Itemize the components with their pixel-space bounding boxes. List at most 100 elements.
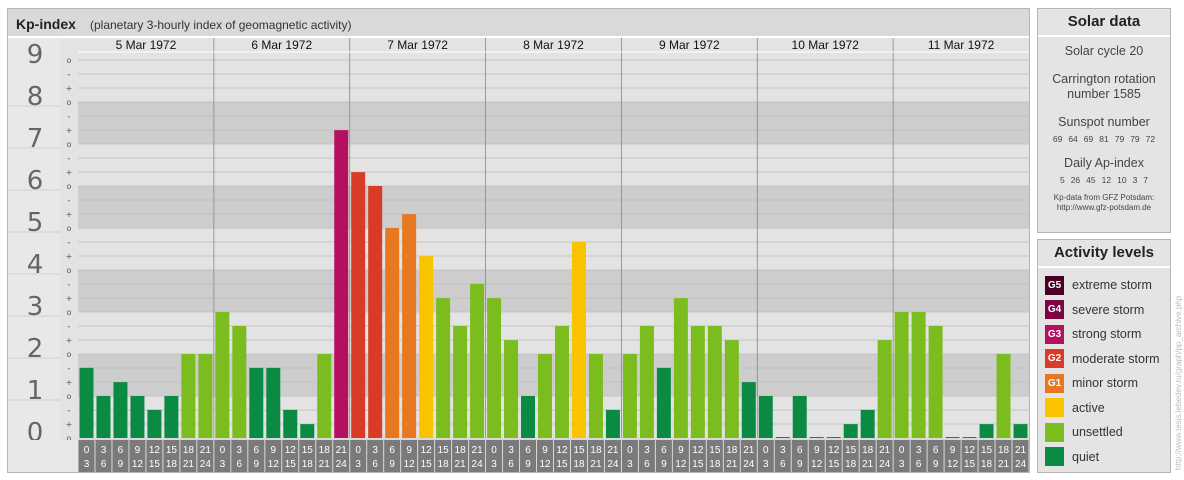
interval-cell xyxy=(146,440,163,472)
interval-cell xyxy=(180,440,197,472)
interval-end-label: 6 xyxy=(372,459,378,470)
interval-cell xyxy=(859,440,876,472)
kp-bar xyxy=(588,354,603,438)
chart-subtitle: (planetary 3-hourly index of geomagnetic… xyxy=(90,18,351,32)
interval-cell xyxy=(927,440,944,472)
interval-end-label: 18 xyxy=(845,459,857,470)
interval-start-label: 9 xyxy=(135,445,141,456)
interval-end-label: 3 xyxy=(899,459,905,470)
y-minor-glyph: o xyxy=(67,266,72,275)
interval-end-label: 12 xyxy=(132,459,144,470)
y-minor-glyph: - xyxy=(68,112,71,121)
interval-cell xyxy=(520,440,537,472)
interval-end-label: 12 xyxy=(539,459,551,470)
sunspot-value: 79 xyxy=(1114,134,1125,144)
interval-cell xyxy=(163,440,180,472)
kp-bar xyxy=(945,437,960,438)
kp-bar xyxy=(639,325,654,438)
legend-item: G2 moderate storm xyxy=(1045,349,1160,369)
sunspot-value: 81 xyxy=(1099,134,1109,144)
kp-bar xyxy=(656,367,671,438)
y-minor-glyph: - xyxy=(68,280,71,289)
y-minor-glyph: + xyxy=(66,336,73,345)
interval-end-label: 21 xyxy=(862,459,874,470)
kp-bar xyxy=(690,325,705,438)
interval-cell xyxy=(570,440,587,472)
interval-end-label: 6 xyxy=(508,459,514,470)
interval-cell xyxy=(316,440,333,472)
y-minor-glyph: o xyxy=(67,182,72,191)
legend-label: extreme storm xyxy=(1072,278,1152,292)
interval-cell xyxy=(231,440,248,472)
interval-cell xyxy=(876,440,893,472)
kp-bar xyxy=(351,172,366,438)
y-minor-glyph: - xyxy=(68,70,71,79)
interval-cell xyxy=(944,440,961,472)
interval-end-label: 15 xyxy=(149,459,161,470)
sunspot-value: 69 xyxy=(1052,134,1063,144)
interval-end-label: 9 xyxy=(254,459,260,470)
interval-end-label: 15 xyxy=(285,459,297,470)
interval-cell xyxy=(282,440,299,472)
kp-bar xyxy=(860,409,875,438)
interval-start-label: 6 xyxy=(661,445,667,456)
y-tick-label: 7 xyxy=(27,124,44,154)
ap-value: 26 xyxy=(1070,175,1081,185)
kp-bar xyxy=(317,354,332,438)
kp-bar xyxy=(996,354,1011,438)
y-minor-glyph: - xyxy=(68,70,71,79)
y-minor-glyph: - xyxy=(68,196,71,205)
interval-cell xyxy=(842,440,859,472)
interval-cell xyxy=(638,440,655,472)
interval-start-label: 9 xyxy=(406,445,412,456)
ap-value: 10 xyxy=(1117,175,1127,185)
interval-start-label: 21 xyxy=(879,445,891,456)
y-minor-glyph: o xyxy=(67,350,72,359)
legend-swatch: G1 xyxy=(1045,373,1064,393)
interval-start-label: 6 xyxy=(389,445,395,456)
interval-start-label: 21 xyxy=(472,445,484,456)
interval-cell xyxy=(129,440,146,472)
kp-bar xyxy=(809,437,824,438)
interval-start-label: 15 xyxy=(166,445,178,456)
interval-cell xyxy=(961,440,978,472)
ap-value: 12 xyxy=(1101,175,1112,185)
interval-start-label: 12 xyxy=(149,445,161,456)
y-minor-glyph: o xyxy=(67,434,72,443)
interval-start-label: 3 xyxy=(644,445,650,456)
y-minor-glyph: - xyxy=(68,154,71,163)
y-tick-label: 9 xyxy=(27,40,44,70)
credit-link[interactable]: http://www.gfz-potsdam.de xyxy=(1056,203,1152,212)
y-minor-glyph: - xyxy=(68,364,71,373)
activity-levels-panel: Activity levels G5 extreme storm G4 severe … xyxy=(1037,239,1171,473)
interval-start-label: 3 xyxy=(780,445,786,456)
interval-cell xyxy=(655,440,672,472)
interval-end-label: 3 xyxy=(491,459,497,470)
kp-bar xyxy=(622,354,637,438)
interval-cell xyxy=(418,440,435,472)
interval-cell xyxy=(910,440,927,472)
interval-cell xyxy=(265,440,282,472)
interval-end-label: 24 xyxy=(472,459,484,470)
interval-end-label: 9 xyxy=(389,459,395,470)
interval-start-label: 15 xyxy=(573,445,585,456)
interval-start-label: 15 xyxy=(709,445,721,456)
kp-bar xyxy=(1013,424,1028,438)
kp-bar xyxy=(555,325,569,438)
interval-end-label: 9 xyxy=(661,459,667,470)
interval-start-label: 21 xyxy=(1015,445,1027,456)
y-minor-glyph: - xyxy=(68,154,71,163)
interval-cell xyxy=(469,440,486,472)
kp-bar xyxy=(928,325,943,438)
interval-cell xyxy=(333,440,350,472)
y-label-column xyxy=(8,38,60,442)
interval-end-label: 18 xyxy=(573,459,585,470)
interval-cell xyxy=(214,440,231,472)
legend-swatch xyxy=(1045,398,1064,417)
y-minor-glyph: o xyxy=(67,140,72,149)
kp-band-top xyxy=(78,38,1029,60)
interval-end-label: 12 xyxy=(811,459,823,470)
y-minor-glyph: + xyxy=(66,378,73,387)
interval-start-label: 9 xyxy=(678,445,684,456)
kp-bar xyxy=(436,298,451,438)
